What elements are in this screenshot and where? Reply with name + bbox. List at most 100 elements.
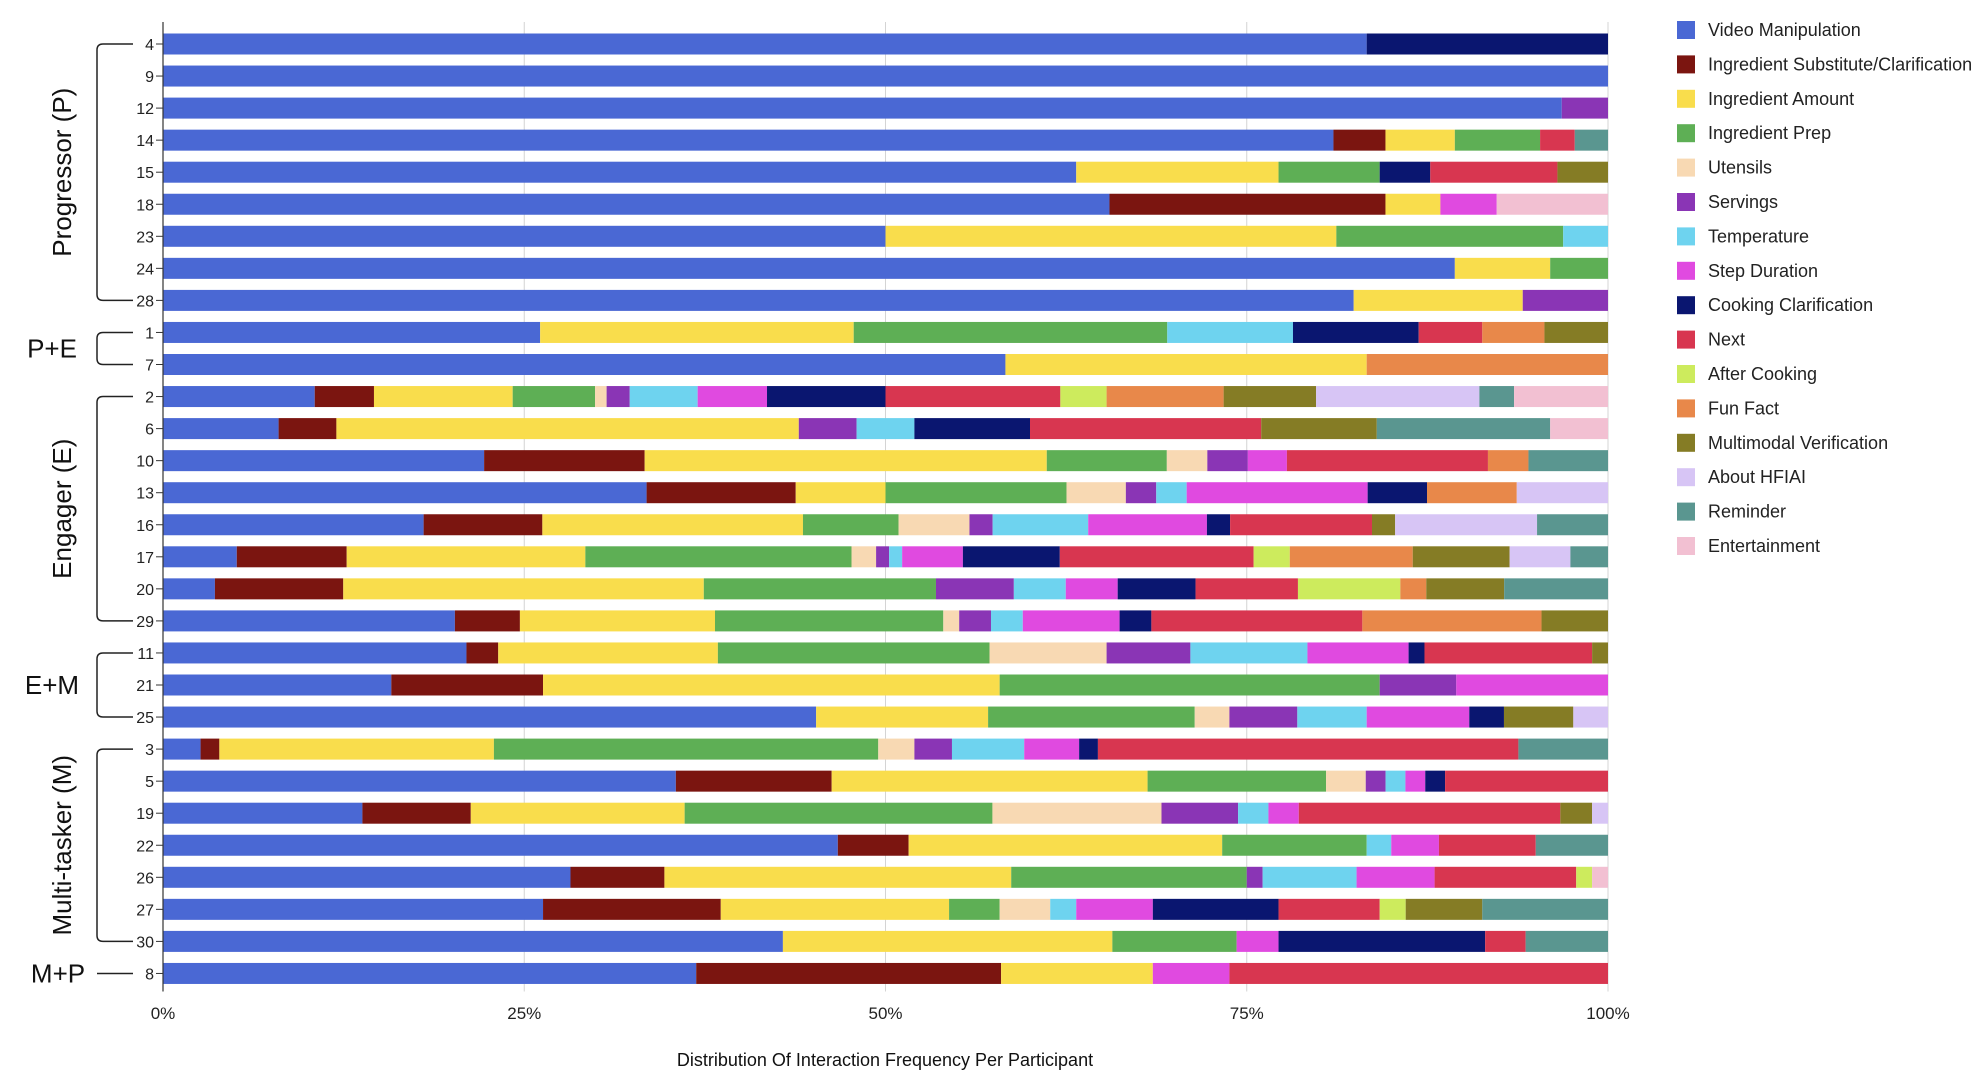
bar-segment-video-manipulation: [163, 770, 676, 792]
bar-segment-ingredient-prep: [703, 578, 936, 600]
legend-label: Cooking Clarification: [1708, 295, 1873, 315]
bar-segment-utensils: [878, 738, 915, 760]
bar-segment-servings: [876, 546, 890, 568]
bar-segment-video-manipulation: [163, 33, 1367, 55]
legend-swatch: [1677, 399, 1695, 418]
bar-segment-temperature: [1238, 802, 1269, 824]
bar-segment-cooking-clarification: [1117, 578, 1196, 600]
bar-segment-video-manipulation: [163, 129, 1334, 151]
bar-segment-multimodal-verification: [1503, 706, 1574, 728]
participant-label: 21: [136, 678, 154, 695]
bar-segment-ingredient-prep: [1278, 161, 1380, 183]
legend-swatch: [1677, 468, 1695, 487]
bar-segment-step-duration: [1088, 514, 1207, 536]
bar-segment-servings: [1161, 802, 1239, 824]
legend-swatch: [1677, 537, 1695, 555]
bar-segment-utensils: [898, 514, 970, 536]
bar-segment-ingredient-substitute-clarification: [466, 642, 499, 664]
bar-segment-utensils: [1066, 482, 1126, 504]
bar-segment-step-duration: [1307, 642, 1409, 664]
bar-segment-ingredient-amount: [540, 321, 854, 343]
participant-label: 2: [145, 390, 154, 407]
legend-swatch: [1677, 21, 1695, 39]
bar-segment-temperature: [1297, 706, 1367, 728]
bar-segment-servings: [1522, 289, 1608, 311]
bar-segment-ingredient-amount: [782, 930, 1113, 952]
legend-label: Reminder: [1708, 502, 1786, 522]
legend-swatch: [1677, 330, 1695, 349]
bar-segment-temperature: [1366, 834, 1392, 856]
x-tick-label: 25%: [507, 1004, 541, 1023]
bar-segment-multimodal-verification: [1223, 386, 1317, 408]
bar-segment-ingredient-prep: [1046, 450, 1167, 472]
bar-segment-ingredient-amount: [1001, 962, 1153, 984]
x-tick-label: 50%: [868, 1004, 902, 1023]
bar-segment-reminder: [1376, 418, 1551, 440]
legend-label: Servings: [1708, 192, 1778, 212]
bar-segment-cooking-clarification: [1119, 610, 1152, 632]
bar-segment-video-manipulation: [163, 674, 392, 696]
bar-segment-cooking-clarification: [1379, 161, 1431, 183]
bar-segment-ingredient-amount: [1385, 193, 1441, 215]
participant-label: 26: [136, 870, 154, 887]
bar-segment-fun-fact: [1366, 354, 1608, 375]
group-label: P+E: [27, 333, 77, 363]
bars: [163, 33, 1608, 984]
bar-segment-ingredient-prep: [717, 642, 990, 664]
bar-segment-next: [1230, 514, 1372, 536]
bar-segment-ingredient-amount: [346, 546, 586, 568]
bar-segment-multimodal-verification: [1560, 802, 1593, 824]
bar-segment-ingredient-substitute-clarification: [837, 834, 909, 856]
bar-segment-step-duration: [1440, 193, 1497, 215]
bar-segment-multimodal-verification: [1412, 546, 1510, 568]
bar-segment-fun-fact: [1362, 610, 1542, 632]
bar-segment-utensils: [992, 802, 1162, 824]
bar-segment-cooking-clarification: [1367, 482, 1428, 504]
bar-segment-next: [1418, 321, 1483, 343]
bar-segment-ingredient-amount: [1385, 129, 1455, 151]
bar-segment-servings: [914, 738, 952, 760]
bar-segment-step-duration: [1456, 674, 1608, 696]
participant-label: 11: [137, 646, 154, 663]
bar-segment-ingredient-amount: [795, 482, 886, 504]
bar-segment-fun-fact: [1427, 482, 1517, 504]
bar-segment-cooking-clarification: [962, 546, 1060, 568]
participant-label: 15: [136, 165, 154, 182]
bar-segment-fun-fact: [1289, 546, 1413, 568]
participant-label: 13: [136, 486, 154, 503]
x-axis-ticks: 0% 25% 50% 75% 100%: [151, 1004, 1630, 1023]
bar-segment-ingredient-amount: [1005, 354, 1367, 375]
participant-label: 18: [136, 197, 154, 214]
bar-segment-reminder: [1525, 930, 1608, 952]
bar-segment-fun-fact: [1106, 386, 1224, 408]
group-bracket: [96, 43, 133, 302]
bar-segment-entertainment: [1496, 193, 1608, 215]
bar-segment-next: [1097, 738, 1519, 760]
bar-segment-ingredient-amount: [543, 674, 1000, 696]
bar-segment-ingredient-amount: [831, 770, 1148, 792]
bar-segment-entertainment: [1514, 386, 1608, 408]
group-label: Engager (E): [47, 439, 77, 579]
bar-segment-servings: [1379, 674, 1457, 696]
bar-segment-temperature: [1385, 770, 1406, 792]
bar-segment-step-duration: [697, 386, 768, 408]
bar-segment-ingredient-amount: [336, 418, 799, 440]
bar-segment-after-cooking: [1297, 578, 1401, 600]
legend-label: Ingredient Amount: [1708, 89, 1854, 109]
bar-segment-next: [1298, 802, 1561, 824]
bar-segment-next: [1030, 418, 1262, 440]
bar-segment-ingredient-prep: [999, 674, 1380, 696]
bar-segment-after-cooking: [1253, 546, 1290, 568]
bar-segment-next: [1434, 866, 1577, 888]
bar-segment-video-manipulation: [163, 97, 1562, 119]
bar-segment-temperature: [1050, 898, 1077, 920]
legend-label: Fun Fact: [1708, 398, 1779, 418]
bar-segment-next: [1430, 161, 1558, 183]
bar-segment-ingredient-prep: [988, 706, 1195, 728]
bar-segment-cooking-clarification: [1292, 321, 1419, 343]
bar-segment-cooking-clarification: [1408, 642, 1425, 664]
group-bracket: [96, 652, 133, 718]
bar-segment-cooking-clarification: [1469, 706, 1504, 728]
bar-segment-step-duration: [1024, 738, 1080, 760]
participant-label: 22: [136, 838, 154, 855]
